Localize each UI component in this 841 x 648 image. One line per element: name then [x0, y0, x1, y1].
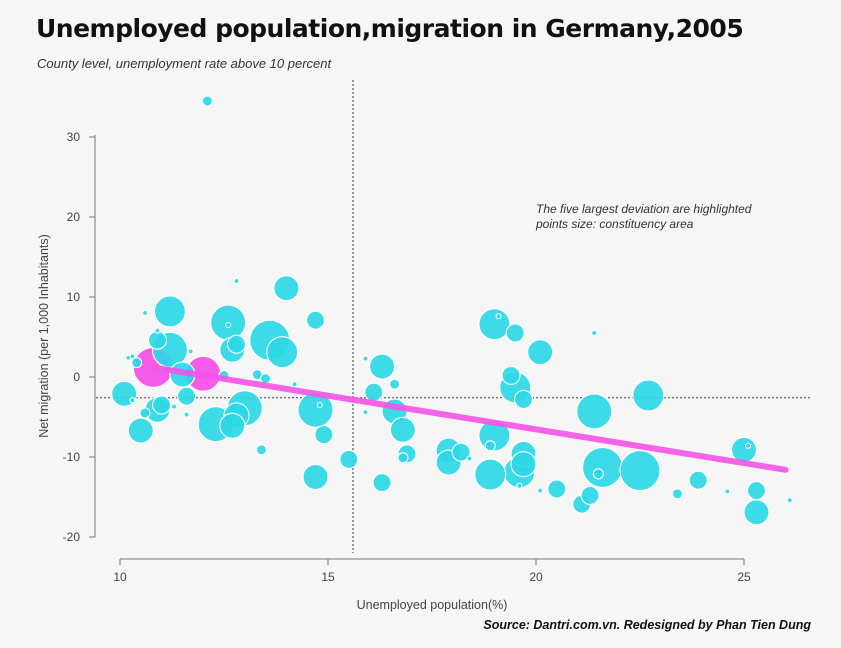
data-point	[505, 323, 525, 343]
data-point	[314, 425, 334, 445]
data-point	[171, 403, 178, 410]
data-point	[273, 275, 300, 302]
data-point	[316, 401, 323, 409]
trend-line-group	[150, 364, 789, 473]
data-point	[226, 334, 247, 354]
data-point	[632, 379, 665, 412]
data-point	[233, 277, 240, 285]
data-point	[397, 452, 409, 464]
data-point	[369, 353, 396, 380]
chart-labels: The five largest deviation are highlight…	[37, 202, 752, 612]
data-point	[154, 327, 161, 334]
data-point	[139, 407, 151, 419]
data-points	[111, 95, 793, 526]
data-point	[362, 409, 369, 416]
data-point	[474, 458, 507, 491]
data-point	[466, 455, 473, 462]
chart-title: Unemployed population,migration in Germa…	[36, 14, 744, 43]
data-point	[291, 381, 298, 388]
data-point	[177, 386, 197, 406]
y-axis-label: Net migration (per 1,000 Inhabitants)	[37, 234, 51, 438]
data-point	[671, 488, 683, 500]
x-tick-label: 20	[529, 570, 543, 584]
x-axis-label: Unemployed population(%)	[357, 598, 508, 612]
data-point	[547, 479, 567, 499]
data-point	[364, 382, 384, 402]
data-point	[372, 473, 392, 493]
data-point	[724, 488, 731, 495]
data-point	[302, 463, 329, 491]
x-tick-label: 25	[737, 570, 751, 584]
y-tick-label: 0	[73, 370, 80, 384]
data-point	[786, 497, 793, 504]
data-point	[153, 295, 186, 328]
data-point	[389, 378, 401, 390]
data-point	[127, 417, 154, 444]
trend-line	[150, 364, 789, 473]
data-point	[478, 308, 511, 341]
x-tick-label: 15	[321, 570, 335, 584]
annotation-line: points size: constituency area	[535, 217, 694, 231]
data-point	[484, 440, 496, 452]
data-point	[516, 482, 523, 489]
data-point	[501, 365, 521, 385]
data-point	[582, 446, 624, 488]
data-point	[580, 485, 600, 505]
y-tick-label: 20	[67, 210, 81, 224]
data-point	[201, 95, 213, 107]
data-point	[183, 411, 190, 418]
data-point	[537, 487, 544, 494]
reference-lines	[96, 80, 812, 553]
data-point	[225, 321, 232, 329]
annotation-line: The five largest deviation are highlight…	[536, 202, 752, 216]
data-point	[451, 442, 471, 462]
axes: 30 20 10 0 -10 -20 10 15 20 25	[63, 130, 751, 584]
data-point	[746, 481, 767, 501]
data-point	[576, 393, 613, 430]
data-point	[688, 470, 708, 490]
data-point	[305, 310, 326, 330]
y-tick-label: 10	[67, 290, 81, 304]
data-point	[745, 442, 752, 449]
data-point	[513, 389, 534, 409]
data-point	[266, 336, 299, 369]
data-point	[147, 330, 167, 350]
data-point	[730, 436, 758, 463]
data-point	[339, 449, 359, 469]
y-tick-label: 30	[67, 130, 81, 144]
data-point	[527, 339, 554, 366]
data-point	[141, 309, 149, 317]
y-tick-label: -10	[63, 450, 81, 464]
data-point	[362, 355, 369, 362]
data-point	[129, 397, 136, 404]
data-point	[219, 412, 246, 439]
y-tick-label: -20	[63, 530, 81, 544]
data-point	[591, 329, 598, 337]
data-point	[129, 353, 136, 360]
data-point	[743, 499, 770, 526]
data-point	[510, 451, 537, 478]
data-point	[592, 468, 604, 480]
data-point	[619, 450, 661, 492]
x-tick-label: 10	[113, 570, 127, 584]
source-note: Source: Dantri.com.vn. Redesigned by Pha…	[483, 618, 811, 632]
data-point	[152, 395, 172, 415]
chart-subtitle: County level, unemployment rate above 10…	[37, 56, 332, 71]
data-point	[255, 444, 267, 456]
data-point	[131, 357, 143, 369]
data-point	[187, 348, 194, 355]
data-point	[389, 416, 416, 443]
data-point	[495, 313, 502, 320]
